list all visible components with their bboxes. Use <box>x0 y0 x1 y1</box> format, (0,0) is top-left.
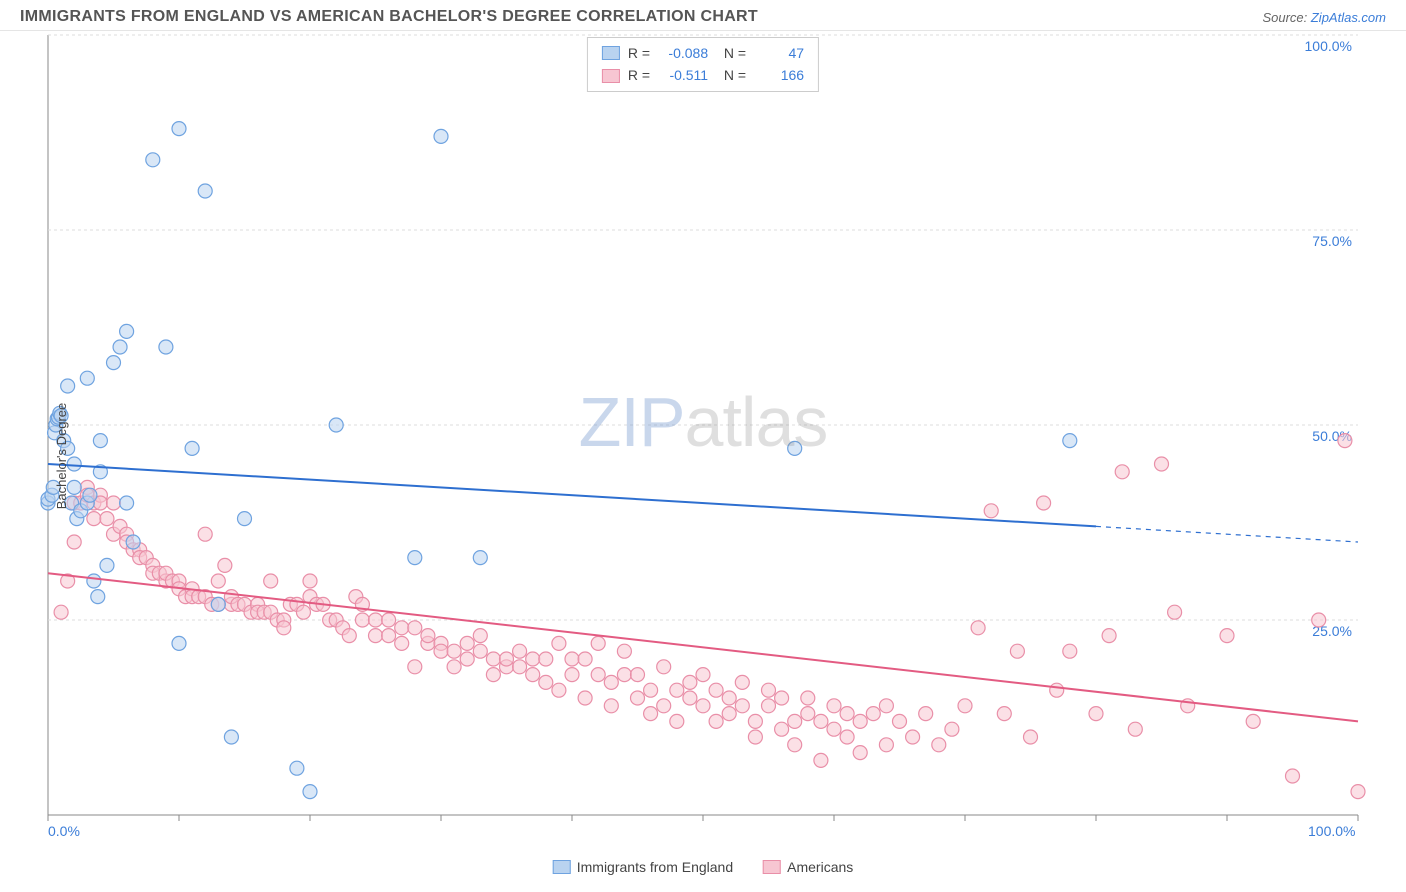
svg-text:100.0%: 100.0% <box>1305 38 1352 54</box>
chart-title: IMMIGRANTS FROM ENGLAND VS AMERICAN BACH… <box>20 8 758 26</box>
legend-item: Americans <box>763 859 853 875</box>
swatch-icon <box>553 860 571 874</box>
chart-header: IMMIGRANTS FROM ENGLAND VS AMERICAN BACH… <box>0 0 1406 31</box>
stats-row-series-2: R = -0.511 N = 166 <box>602 64 804 86</box>
svg-text:75.0%: 75.0% <box>1312 233 1352 249</box>
source-attribution: Source: ZipAtlas.com <box>1262 10 1386 25</box>
stats-row-series-1: R = -0.088 N = 47 <box>602 42 804 64</box>
swatch-icon <box>763 860 781 874</box>
scatter-chart: 25.0%50.0%75.0%100.0% <box>0 31 1406 851</box>
swatch-icon <box>602 46 620 60</box>
legend-item: Immigrants from England <box>553 859 733 875</box>
swatch-icon <box>602 69 620 83</box>
x-axis-max-label: 100.0% <box>1308 823 1355 839</box>
source-link[interactable]: ZipAtlas.com <box>1311 10 1386 25</box>
series-legend: Immigrants from England Americans <box>553 859 854 875</box>
x-axis-min-label: 0.0% <box>48 823 80 839</box>
chart-container: Bachelor's Degree 25.0%50.0%75.0%100.0% … <box>0 31 1406 881</box>
stats-legend-box: R = -0.088 N = 47 R = -0.511 N = 166 <box>587 37 819 92</box>
y-axis-label: Bachelor's Degree <box>54 403 69 510</box>
